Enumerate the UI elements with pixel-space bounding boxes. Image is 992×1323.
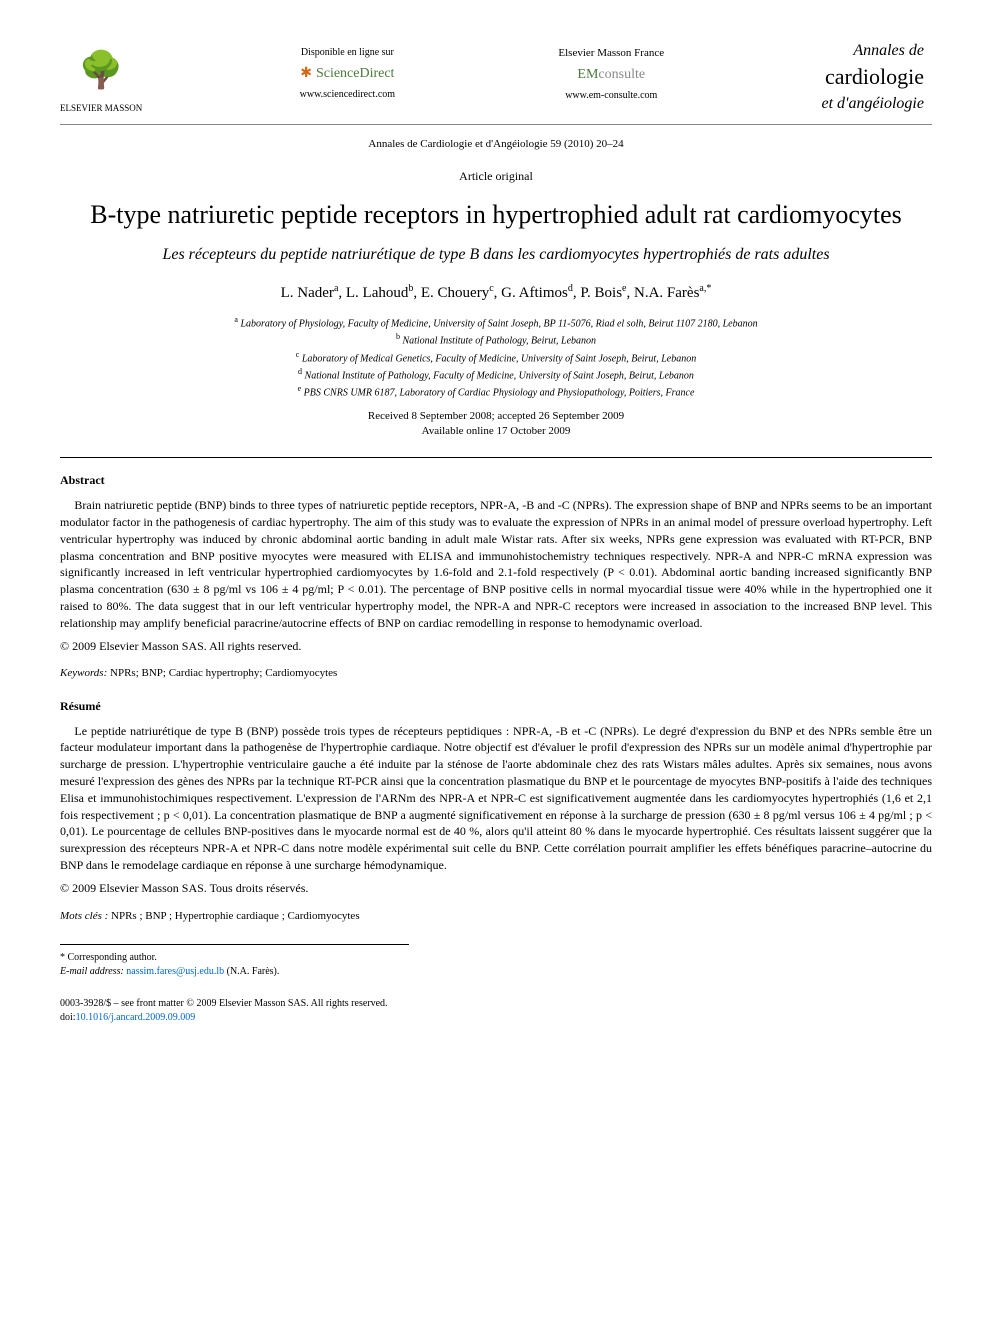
dates-received-accepted: Received 8 September 2008; accepted 26 S… (60, 409, 932, 424)
email-link[interactable]: nassim.fares@usj.edu.lb (126, 966, 224, 977)
email-label: E-mail address: (60, 966, 124, 977)
elsevier-tree-icon: 🌳 (76, 40, 126, 100)
emconsulte-block: Elsevier Masson France EMconsulte www.em… (552, 40, 670, 109)
affiliation-line: d National Institute of Pathology, Facul… (60, 366, 932, 383)
affiliation-line: c Laboratory of Medical Genetics, Facult… (60, 349, 932, 366)
article-dates: Received 8 September 2008; accepted 26 S… (60, 409, 932, 440)
dates-online: Available online 17 October 2009 (60, 424, 932, 439)
issn-line: 0003-3928/$ – see front matter © 2009 El… (60, 997, 932, 1011)
sciencedirect-name: ScienceDirect (316, 64, 395, 84)
article-subtitle: Les récepteurs du peptide natriurétique … (60, 245, 932, 266)
corresponding-author-label: * Corresponding author. (60, 951, 409, 965)
motscles-label: Mots clés : (60, 910, 108, 922)
emconsulte-logo: EMconsulte (558, 65, 664, 85)
emconsulte-url[interactable]: www.em-consulte.com (558, 89, 664, 103)
email-author: (N.A. Farès). (227, 966, 280, 977)
doi-link[interactable]: 10.1016/j.ancard.2009.09.009 (76, 1012, 196, 1023)
footnotes: * Corresponding author. E-mail address: … (60, 944, 409, 979)
article-title: B-type natriuretic peptide receptors in … (60, 199, 932, 232)
motscles-text: NPRs ; BNP ; Hypertrophie cardiaque ; Ca… (111, 910, 360, 922)
footer-meta: 0003-3928/$ – see front matter © 2009 El… (60, 997, 932, 1025)
article-type: Article original (60, 168, 932, 185)
publisher-block: 🌳 ELSEVIER MASSON (60, 40, 142, 115)
publisher-name: ELSEVIER MASSON (60, 102, 142, 115)
affiliation-line: b National Institute of Pathology, Beiru… (60, 331, 932, 348)
divider-top (60, 457, 932, 458)
affiliation-line: a Laboratory of Physiology, Faculty of M… (60, 314, 932, 331)
keywords-text: NPRs; BNP; Cardiac hypertrophy; Cardiomy… (110, 667, 337, 679)
journal-title-block: Annales de cardiologie et d'angéiologie (821, 40, 932, 116)
em-brand-right: consulte (598, 67, 645, 82)
motscles-line: Mots clés : NPRs ; BNP ; Hypertrophie ca… (60, 909, 932, 924)
affiliation-line: e PBS CNRS UMR 6187, Laboratory of Cardi… (60, 383, 932, 400)
online-label: Disponible en ligne sur (300, 46, 395, 60)
keywords-label: Keywords: (60, 667, 107, 679)
em-brand-left: EM (577, 67, 598, 82)
abstract-copyright: © 2009 Elsevier Masson SAS. All rights r… (60, 638, 932, 655)
affiliations: a Laboratory of Physiology, Faculty of M… (60, 314, 932, 401)
resume-copyright: © 2009 Elsevier Masson SAS. Tous droits … (60, 880, 932, 897)
header-row: 🌳 ELSEVIER MASSON Disponible en ligne su… (60, 40, 932, 125)
resume-heading: Résumé (60, 698, 932, 715)
doi-line: doi:10.1016/j.ancard.2009.09.009 (60, 1011, 932, 1025)
email-line: E-mail address: nassim.fares@usj.edu.lb … (60, 965, 409, 979)
sciencedirect-block: Disponible en ligne sur ScienceDirect ww… (294, 40, 401, 108)
journal-line3: et d'angéiologie (821, 93, 924, 115)
keywords-line: Keywords: NPRs; BNP; Cardiac hypertrophy… (60, 666, 932, 681)
resume-body: Le peptide natriurétique de type B (BNP)… (60, 723, 932, 874)
abstract-heading: Abstract (60, 472, 932, 489)
sciencedirect-url[interactable]: www.sciencedirect.com (300, 88, 395, 102)
sciencedirect-logo: ScienceDirect (300, 64, 395, 84)
journal-line2: cardiologie (821, 62, 924, 93)
author-list: L. Nadera, L. Lahoudb, E. Choueryc, G. A… (60, 282, 932, 304)
journal-line1: Annales de (821, 40, 924, 62)
doi-label: doi: (60, 1012, 76, 1023)
em-title: Elsevier Masson France (558, 46, 664, 61)
abstract-body: Brain natriuretic peptide (BNP) binds to… (60, 497, 932, 631)
citation-line: Annales de Cardiologie et d'Angéiologie … (60, 137, 932, 152)
